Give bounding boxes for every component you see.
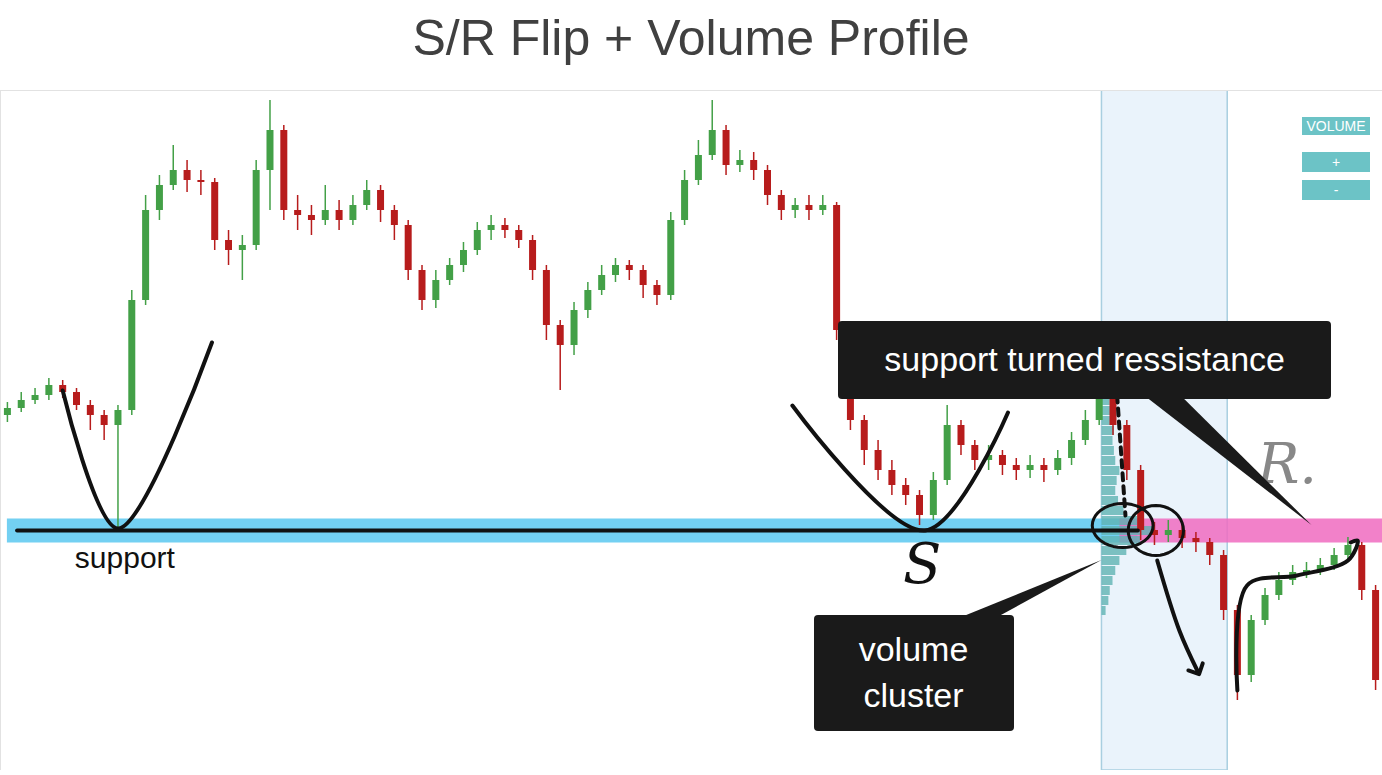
html-text:support turned ressistance: support turned ressistance	[884, 340, 1285, 378]
html-text:volume cluster: volume cluster	[858, 630, 969, 714]
html-text:VOLUME: VOLUME	[1306, 118, 1366, 134]
html-text:S/R Flip + Volume Profile: S/R Flip + Volume Profile	[412, 10, 970, 66]
svg-text:R.: R.	[1257, 431, 1318, 497]
svg-text:support: support	[75, 541, 176, 574]
svg-text:S: S	[903, 531, 941, 596]
